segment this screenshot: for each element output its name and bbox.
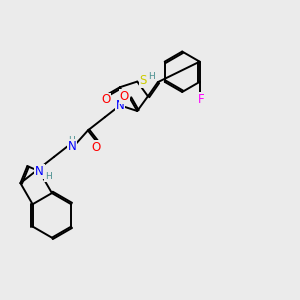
Text: H: H — [45, 172, 52, 181]
Text: H: H — [148, 72, 155, 81]
Text: O: O — [91, 141, 100, 154]
Text: N: N — [116, 99, 124, 112]
Text: F: F — [198, 93, 205, 106]
Text: S: S — [140, 74, 147, 88]
Text: O: O — [120, 90, 129, 103]
Text: O: O — [101, 94, 110, 106]
Text: N: N — [35, 165, 44, 178]
Text: N: N — [68, 140, 76, 153]
Text: H: H — [68, 136, 75, 145]
